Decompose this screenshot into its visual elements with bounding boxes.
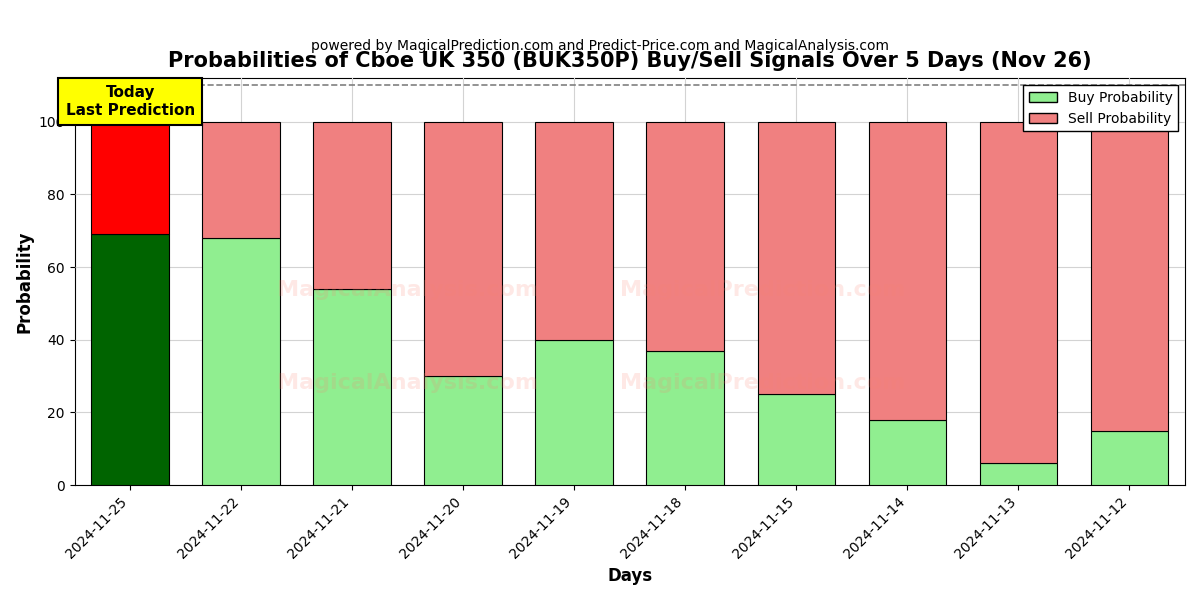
Text: powered by MagicalPrediction.com and Predict-Price.com and MagicalAnalysis.com: powered by MagicalPrediction.com and Pre… <box>311 39 889 53</box>
Text: Today
Last Prediction: Today Last Prediction <box>66 85 194 118</box>
Text: MagicalPrediction.com: MagicalPrediction.com <box>620 280 906 300</box>
Text: MagicalAnalysis.com: MagicalAnalysis.com <box>277 373 539 394</box>
Bar <box>535 122 613 340</box>
Bar <box>1091 122 1169 431</box>
Bar <box>869 419 947 485</box>
Bar <box>869 122 947 419</box>
Bar <box>979 122 1057 463</box>
Bar <box>1091 431 1169 485</box>
Bar <box>535 340 613 485</box>
Bar <box>757 394 835 485</box>
Bar <box>647 350 725 485</box>
Legend: Buy Probability, Sell Probability: Buy Probability, Sell Probability <box>1024 85 1178 131</box>
X-axis label: Days: Days <box>607 567 653 585</box>
Bar <box>647 122 725 350</box>
Bar <box>91 235 169 485</box>
Bar <box>425 122 502 376</box>
Bar <box>979 463 1057 485</box>
Bar <box>203 238 280 485</box>
Bar <box>313 122 391 289</box>
Bar <box>91 122 169 235</box>
Bar <box>313 289 391 485</box>
Text: MagicalAnalysis.com: MagicalAnalysis.com <box>277 280 539 300</box>
Bar <box>203 122 280 238</box>
Text: MagicalPrediction.com: MagicalPrediction.com <box>620 373 906 394</box>
Bar <box>425 376 502 485</box>
Bar <box>757 122 835 394</box>
Y-axis label: Probability: Probability <box>16 230 34 333</box>
Title: Probabilities of Cboe UK 350 (BUK350P) Buy/Sell Signals Over 5 Days (Nov 26): Probabilities of Cboe UK 350 (BUK350P) B… <box>168 51 1092 71</box>
